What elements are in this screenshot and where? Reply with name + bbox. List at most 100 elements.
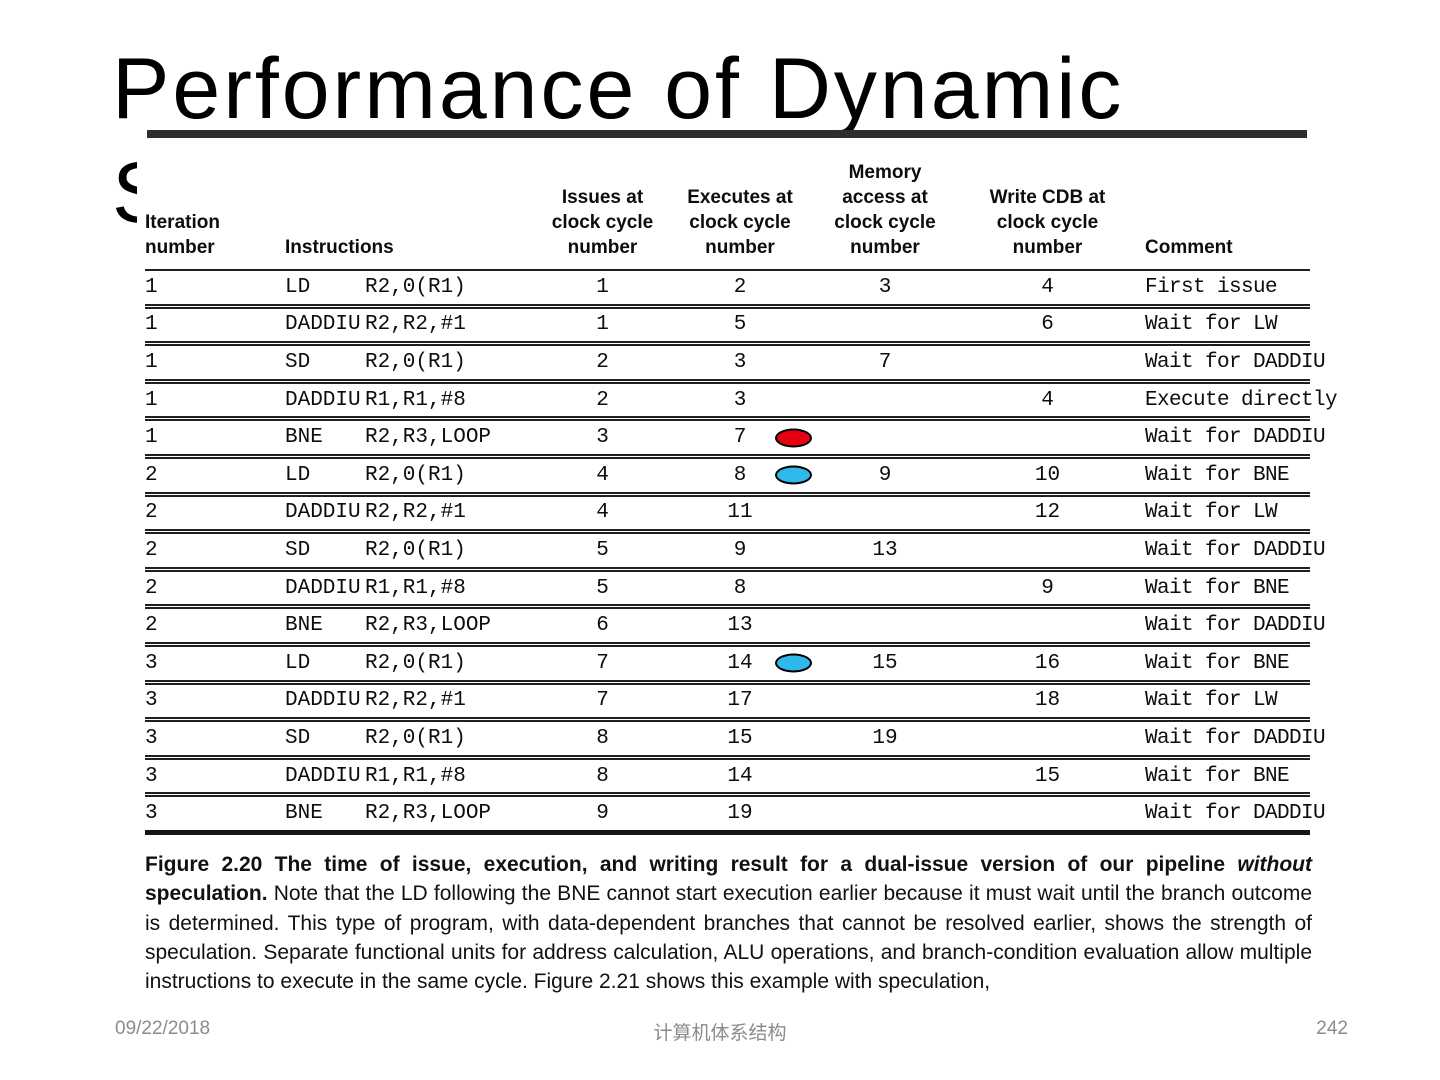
memory-access-cell [820, 607, 950, 645]
footer-page-number: 242 [1316, 1018, 1348, 1039]
executes-cell: 2 [660, 270, 820, 306]
comment-cell: Wait for DADDIU [1145, 802, 1326, 826]
opcode-text: LD [285, 463, 311, 487]
issues-cell: 5 [596, 576, 609, 600]
table-row: 2 BNE R2,R3,LOOP 6 13 Wait for DADDIU [145, 606, 1326, 645]
write-cdb-cell [950, 419, 1145, 457]
operands-text: R2,R2,#1 [365, 313, 466, 337]
operands-text: R1,R1,#8 [365, 576, 466, 600]
table-row: 1 DADDIU R2,R2,#1 1 5 6 Wait for LW [145, 306, 1310, 344]
operands-text: R2,0(R1) [365, 463, 466, 487]
iteration-cell: 2 [145, 614, 158, 638]
table-header-row: Iteration number Instructions Issues at … [145, 146, 1310, 270]
write-cdb-cell: 4 [1041, 275, 1054, 299]
iteration-cell: 1 [145, 426, 158, 450]
header-memory-access-at-clock-cycle: Memory access at clock cycle number [834, 162, 936, 258]
opcode-text: DADDIU [285, 501, 361, 525]
opcode-text: DADDIU [285, 764, 361, 788]
executes-cell: 3 [660, 381, 820, 419]
executes-value: 9 [733, 538, 747, 562]
instruction-cell: BNE R2,R3,LOOP [285, 795, 545, 833]
issues-cell: 9 [596, 802, 609, 826]
memory-access-cell [820, 306, 950, 344]
iteration-cell: 1 [145, 275, 158, 299]
figure-table-body: 1 LD R2,0(R1) 1 2 3 4 First issue 1 DADDI… [145, 270, 1338, 833]
blue-marker-ellipse [775, 653, 812, 673]
instruction-cell: SD R2,0(R1) [285, 532, 545, 570]
memory-access-cell: 7 [878, 350, 892, 374]
comment-cell: Wait for BNE [1145, 463, 1290, 487]
blue-marker-ellipse [775, 465, 812, 485]
write-cdb-cell: 10 [1034, 463, 1061, 487]
issues-cell: 2 [596, 350, 609, 374]
comment-cell: Wait for DADDIU [1145, 426, 1326, 450]
iteration-cell: 1 [145, 388, 158, 412]
comment-cell: First issue [1145, 275, 1278, 299]
issues-cell: 1 [596, 313, 609, 337]
comment-cell: Wait for BNE [1145, 651, 1290, 675]
header-executes-at-clock-cycle: Executes at clock cycle number [687, 187, 793, 258]
executes-value: 11 [727, 501, 753, 525]
issues-cell: 4 [596, 501, 609, 525]
header-write-cdb-at-clock-cycle: Write CDB at clock cycle number [989, 187, 1106, 258]
opcode-text: DADDIU [285, 576, 361, 600]
table-row: 3 LD R2,0(R1) 7 14 15 16 Wait for BNE [145, 644, 1310, 682]
memory-access-cell [820, 494, 950, 532]
issues-cell: 7 [596, 651, 609, 675]
comment-cell: Wait for LW [1145, 689, 1278, 713]
executes-value: 14 [727, 764, 753, 788]
table-row: 2 LD R2,0(R1) 4 8 9 10 Wait for BNE [145, 456, 1310, 494]
executes-cell: 7 [660, 419, 820, 457]
table-row: 3 BNE R2,R3,LOOP 9 19 Wait for DADDIU [145, 794, 1326, 833]
header-instructions: Instructions [285, 237, 394, 258]
executes-cell: 11 [660, 494, 820, 532]
iteration-cell: 3 [145, 726, 158, 750]
opcode-text: BNE [285, 426, 323, 450]
operands-text: R2,R3,LOOP [365, 614, 492, 638]
opcode-text: SD [285, 350, 311, 374]
executes-cell: 13 [660, 607, 820, 645]
executes-value: 3 [733, 388, 747, 412]
memory-access-cell [820, 569, 950, 607]
operands-text: R2,R2,#1 [365, 689, 466, 713]
write-cdb-cell: 4 [1041, 388, 1054, 412]
write-cdb-cell [950, 532, 1145, 570]
memory-access-cell [820, 381, 950, 419]
comment-cell: Wait for BNE [1145, 576, 1290, 600]
executes-value: 19 [727, 802, 753, 826]
instruction-cell: LD R2,0(R1) [285, 456, 545, 494]
comment-cell: Wait for DADDIU [1145, 350, 1326, 374]
footer-course-label: 计算机体系结构 [653, 1023, 787, 1044]
executes-value: 14 [727, 651, 753, 675]
iteration-cell: 3 [145, 689, 158, 713]
write-cdb-cell [950, 344, 1145, 382]
operands-text: R2,0(R1) [365, 538, 466, 562]
comment-cell: Wait for DADDIU [1145, 726, 1326, 750]
executes-cell: 17 [660, 682, 820, 720]
operands-text: R2,0(R1) [365, 726, 466, 750]
write-cdb-cell: 18 [1034, 689, 1061, 713]
opcode-text: LD [285, 275, 311, 299]
issues-cell: 5 [596, 538, 609, 562]
opcode-text: SD [285, 726, 311, 750]
comment-cell: Wait for BNE [1145, 764, 1290, 788]
comment-cell: Wait for DADDIU [1145, 614, 1326, 638]
executes-value: 8 [733, 463, 747, 487]
iteration-cell: 3 [145, 764, 158, 788]
header-issues-at-clock-cycle: Issues at clock cycle number [551, 187, 654, 258]
operands-text: R2,R3,LOOP [365, 802, 492, 826]
pipeline-timing-table: Iteration number Instructions Issues at … [145, 146, 1338, 835]
slide-title: Performance of Dynamic [112, 41, 1125, 137]
instruction-cell: DADDIU R2,R2,#1 [285, 682, 545, 720]
operands-text: R2,R2,#1 [365, 501, 466, 525]
operands-text: R2,0(R1) [365, 350, 466, 374]
iteration-cell: 2 [145, 501, 158, 525]
executes-value: 7 [733, 426, 747, 450]
table-row: 1 LD R2,0(R1) 1 2 3 4 First issue [145, 270, 1310, 306]
write-cdb-cell: 6 [1041, 313, 1054, 337]
iteration-cell: 1 [145, 313, 158, 337]
executes-cell: 8 [660, 569, 820, 607]
write-cdb-cell: 15 [1034, 764, 1061, 788]
opcode-text: DADDIU [285, 388, 361, 412]
iteration-cell: 2 [145, 463, 158, 487]
